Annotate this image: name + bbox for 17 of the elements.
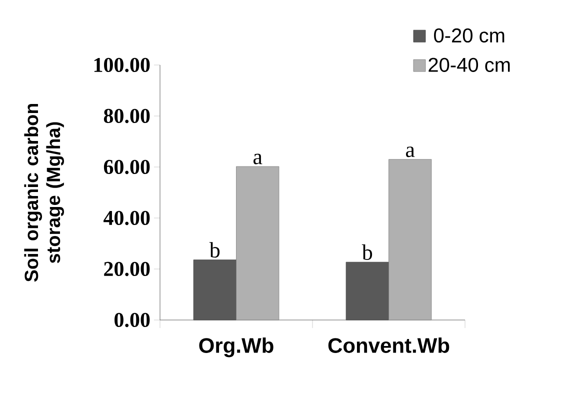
legend-label: 0-20 cm — [434, 28, 504, 43]
y-tick-label: 20.00 — [104, 262, 150, 276]
x-tick-label: Convent.Wb — [328, 338, 450, 353]
y-tick-label: 0.00 — [114, 312, 150, 328]
annotation: a — [254, 154, 262, 164]
y-tick-label: 60.00 — [104, 160, 150, 174]
x-tick-label: Org.Wb — [199, 338, 274, 358]
bar — [388, 159, 432, 320]
y-tick-label: 80.00 — [104, 108, 150, 124]
annotation: b — [362, 244, 372, 260]
annotation: b — [209, 242, 220, 258]
y-tick-label: 100.00 — [94, 58, 150, 72]
legend-label: 20-40 cm — [428, 58, 510, 72]
y-tick-label: 40.00 — [104, 210, 150, 226]
annotation: a — [406, 146, 415, 158]
bar — [236, 166, 280, 320]
y-axis-title: Soil organic carbon storage (Mg/ha) — [24, 104, 64, 282]
